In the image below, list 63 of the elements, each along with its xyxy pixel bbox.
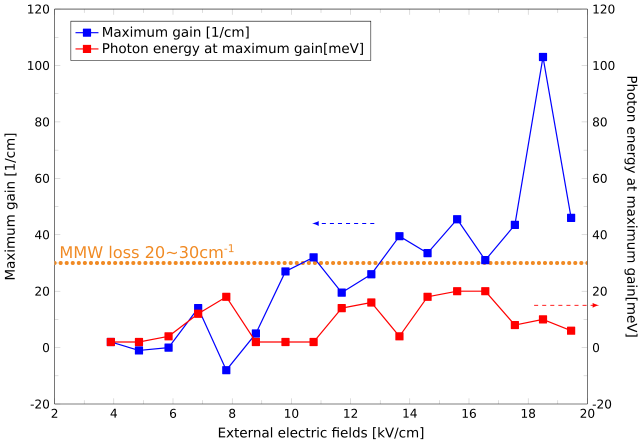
point	[281, 338, 290, 346]
y2-axis-title: Photon energy at maximum gain[meV]	[624, 76, 638, 337]
point	[222, 366, 230, 374]
point	[134, 346, 144, 355]
point	[423, 292, 432, 302]
x-tick-label: 8	[229, 408, 236, 418]
point	[423, 249, 432, 258]
x-tick-label: 2	[52, 408, 58, 418]
point	[367, 270, 376, 279]
y-tick-label: 120	[28, 4, 50, 14]
x-tick-label: 20	[580, 408, 594, 418]
y2-tick-label: 120	[593, 4, 614, 14]
x-tick-label: 18	[522, 408, 536, 418]
point	[481, 256, 490, 264]
y2-tick-label: 100	[593, 61, 614, 70]
point	[310, 338, 318, 346]
point	[252, 338, 260, 346]
point	[538, 315, 548, 324]
y-tick-label: -20	[30, 400, 50, 409]
x-axis-title: External electric fields [kV/cm]	[218, 427, 424, 440]
legend-label: Photon energy at maximum gain[meV]	[103, 42, 363, 56]
y-tick-label: 20	[35, 286, 50, 296]
point	[164, 332, 173, 341]
point	[395, 232, 404, 240]
y-tick-label: 40	[35, 230, 50, 240]
point	[338, 288, 346, 297]
x-tick-label: 14	[403, 408, 417, 418]
point	[510, 321, 519, 330]
point	[281, 268, 290, 276]
point	[252, 330, 260, 338]
point	[453, 215, 462, 224]
point	[194, 310, 202, 318]
y-tick-label: 100	[28, 61, 50, 70]
y2-tick-label: 0	[592, 343, 600, 352]
point	[134, 338, 144, 346]
point	[310, 253, 318, 262]
point	[338, 304, 346, 312]
y-axis-title: Maximum gain [1/cm]	[4, 134, 18, 280]
y2-tick-label: -20	[592, 400, 612, 409]
y-tick-label: 0	[42, 343, 50, 352]
y-tick-label: 60	[35, 174, 50, 184]
point	[538, 53, 548, 62]
y-tick-label: 80	[35, 117, 50, 127]
point	[395, 332, 404, 341]
point	[367, 298, 376, 307]
point	[164, 344, 173, 352]
point	[567, 214, 576, 222]
x-tick-label: 6	[170, 408, 176, 418]
y2-tick-label: 60	[592, 174, 607, 184]
point	[453, 287, 462, 296]
y2-tick-label: 80	[592, 117, 607, 127]
x-tick-label: 12	[344, 408, 358, 418]
legend-label: Maximum gain [1/cm]	[103, 26, 249, 40]
point	[567, 326, 576, 335]
point	[510, 220, 519, 230]
x-tick-label: 16	[462, 408, 476, 418]
y2-tick-label: 40	[592, 230, 607, 240]
ref-line-label: MMW loss 20∼30cm$^{-1}$	[60, 244, 234, 258]
x-tick-label: 4	[110, 408, 117, 418]
point	[222, 292, 230, 302]
y2-tick-label: 20	[593, 286, 607, 296]
x-tick-label: 10	[285, 408, 298, 418]
point	[481, 287, 490, 296]
